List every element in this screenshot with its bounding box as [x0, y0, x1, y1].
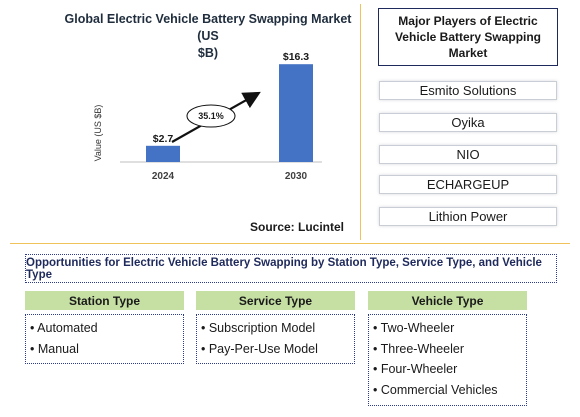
chart-title-line1: Global Electric Vehicle Battery Swapping…: [64, 12, 352, 43]
player-echargeup: ECHARGEUP: [379, 175, 557, 194]
bar-2030: [279, 64, 313, 162]
data-label-2024: $2.7: [153, 133, 174, 145]
list-item: • Automated: [30, 321, 98, 335]
station-type-header: Station Type: [25, 291, 184, 310]
bar-2024: [146, 145, 180, 162]
chart-title: Global Electric Vehicle Battery Swapping…: [60, 11, 356, 62]
x-tick-2024: 2024: [152, 171, 175, 182]
service-type-list: • Subscription Model • Pay-Per-Use Model: [196, 314, 355, 364]
player-oyika: Oyika: [379, 113, 557, 132]
station-type-list: • Automated • Manual: [25, 314, 184, 364]
opportunities-title: Opportunities for Electric Vehicle Batte…: [25, 254, 557, 283]
list-item: • Manual: [30, 341, 79, 356]
growth-rate-badge: [186, 104, 236, 128]
player-lithion: Lithion Power: [379, 207, 557, 226]
list-item: • Pay-Per-Use Model: [201, 341, 318, 356]
x-tick-2030: 2030: [285, 171, 308, 182]
source-note: Source: Lucintel: [250, 220, 345, 234]
vertical-divider: [360, 4, 361, 240]
list-item: • Two-Wheeler: [373, 321, 455, 335]
data-label-2030: $16.3: [283, 51, 309, 63]
vehicle-type-list: • Two-Wheeler • Three-Wheeler • Four-Whe…: [368, 314, 527, 406]
list-item: • Subscription Model: [201, 321, 316, 335]
growth-rate-label: 35.1%: [198, 111, 224, 121]
list-item: • Four-Wheeler: [373, 362, 458, 376]
player-nio: NIO: [379, 145, 557, 164]
market-chart: Global Electric Vehicle Battery Swapping…: [60, 8, 356, 240]
service-type-header: Service Type: [196, 291, 355, 310]
vehicle-type-header: Vehicle Type: [368, 291, 527, 310]
chart-title-line2: $B): [197, 46, 219, 60]
y-axis-label: Value (US $B): [93, 105, 103, 162]
player-esmito: Esmito Solutions: [379, 81, 557, 100]
chart-plot: Value (US $B) $2.7 2024 $16.3 2030 35.1%: [93, 51, 322, 182]
horizontal-divider: [10, 243, 570, 244]
players-title: Major Players of Electric Vehicle Batter…: [378, 8, 558, 66]
list-item: • Three-Wheeler: [373, 341, 464, 356]
list-item: • Commercial Vehicles: [373, 382, 498, 397]
